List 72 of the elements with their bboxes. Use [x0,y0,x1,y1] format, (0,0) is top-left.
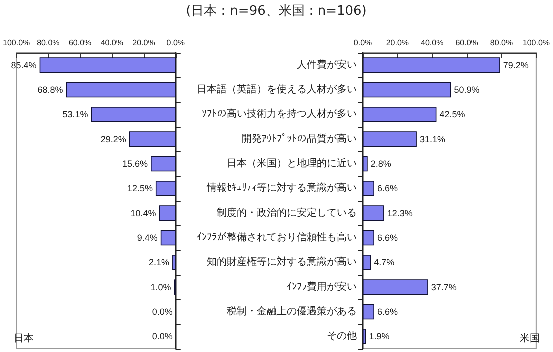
y-tick-label: 日本語（英語）を使える人材が多い [197,84,357,96]
data-label: 50.9% [454,85,480,95]
y-tick-label: 税制・金融上の優遇策がある [227,306,357,318]
annotation: 日本 [14,332,34,344]
data-label: 37.7% [431,282,457,292]
data-label: 12.5% [127,184,153,194]
x-tick-label: 60.0% [456,38,478,48]
bar [172,255,176,270]
y-tick-label: ｿﾌﾄの高い技術力を持つ人材が多い [202,108,357,120]
x-tick-label: 20.0% [386,38,410,48]
bar [40,58,176,73]
bar [363,255,372,270]
bar [363,280,428,295]
data-label: 10.4% [130,208,156,218]
y-tick-label: その他 [327,330,357,342]
bar [363,304,374,320]
x-tick-label: 40.0% [100,38,124,48]
bar [363,156,368,172]
x-tick-label: 20.0% [132,38,156,48]
bar [156,181,176,196]
data-label: 1.0% [150,282,172,292]
data-label: 1.9% [369,332,390,342]
bar [363,181,374,196]
data-label: 31.1% [420,134,446,144]
data-label: 53.1% [62,110,88,120]
bar [363,82,452,98]
data-label: 9.4% [137,233,158,243]
x-tick-label: 0.0% [354,38,372,48]
data-label: 4.7% [374,258,395,268]
bar [363,206,384,221]
x-tick-label: 80.0% [37,38,60,48]
bar [160,230,176,246]
x-tick-label: 80.0% [490,38,514,48]
bar [129,132,176,147]
y-tick-label: 制度的・政治的に安定している [217,206,357,219]
bar [91,107,176,122]
x-tick-label: 100.0% [2,38,30,48]
y-tick-label: 日本（米国）と地理的に近い [227,158,357,170]
y-tick-label: 情報ｾｷｭﾘﾃｨ等に対する意識が高い [206,182,357,194]
data-label: 42.5% [440,110,466,120]
bar [363,58,500,73]
data-label: 79.2% [503,60,529,70]
data-label: 85.4% [11,60,37,70]
data-label: 2.1% [149,258,170,268]
text: (日本：n=96、米国：n=106) [185,3,368,20]
y-tick-label: 知的財産権等に対する意識が高い [207,256,357,268]
y-tick-label: 人件費が安い [297,58,357,71]
bar [363,230,374,246]
bar [151,156,176,172]
y-tick-label: 開発ｱｳﾄﾌﾟｯﾄの品質が高い [242,132,357,145]
x-tick-label: 40.0% [421,38,444,48]
data-label: 0.0% [152,332,173,342]
data-label: 29.2% [100,134,126,144]
x-tick-label: 100.0% [522,38,550,48]
annotation: 米国 [520,332,540,344]
y-tick-label: ｲﾝﾌﾗが整備されており信頼性も高い [197,232,357,244]
x-tick-label: 60.0% [68,38,92,48]
x-tick-label: 0.0% [166,38,185,48]
bar [66,82,176,98]
bar [159,206,176,221]
data-label: 6.6% [377,233,398,243]
bar [363,329,366,344]
data-label: 68.8% [38,85,64,95]
data-label: 12.3% [387,208,413,218]
data-label: 6.6% [377,184,398,194]
y-tick-label: ｲﾝﾌﾗ費用が安い [287,280,357,293]
bar [363,132,417,147]
data-label: 0.0% [152,307,173,317]
data-label: 2.8% [370,159,392,169]
data-label: 15.6% [122,159,148,169]
data-label: 6.6% [377,307,398,317]
bar [363,107,437,122]
